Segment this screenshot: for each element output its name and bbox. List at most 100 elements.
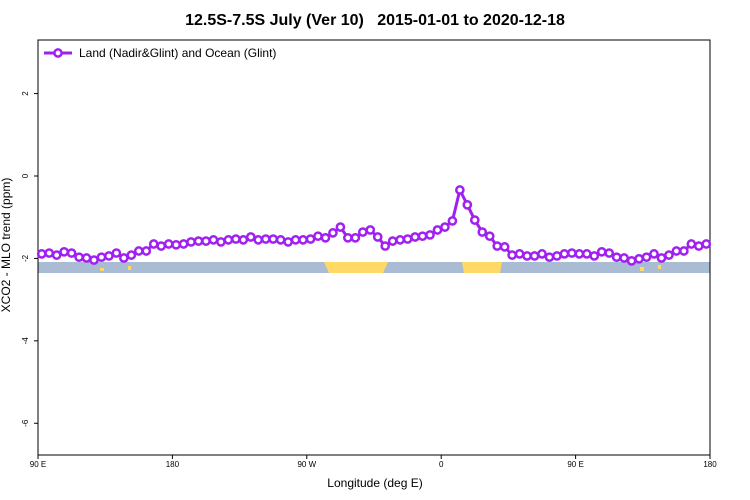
point (81, 253, 92, 263)
point (148, 239, 159, 249)
point (447, 216, 458, 226)
point (163, 239, 174, 249)
y-tick-label: 2 (21, 91, 30, 96)
point (507, 250, 517, 260)
y-tick-label: 0 (21, 173, 30, 178)
point (686, 239, 697, 249)
legend-marker (53, 48, 63, 58)
x-tick-label: 180 (166, 460, 180, 469)
land-ocean-band (38, 262, 710, 273)
point (253, 235, 264, 245)
point (298, 235, 308, 245)
point (656, 253, 667, 263)
point (231, 234, 241, 244)
point (119, 253, 129, 263)
point (574, 249, 585, 259)
point (260, 234, 271, 244)
x-tick-label: 180 (703, 460, 717, 469)
point (313, 231, 323, 242)
point (357, 227, 368, 237)
x-tick-label: 0 (439, 460, 444, 469)
point (499, 242, 510, 252)
point (649, 249, 659, 259)
y-axis-label: XCO2 - MLO trend (ppm) (0, 178, 13, 313)
island (128, 266, 131, 270)
point (596, 246, 607, 257)
point (664, 250, 674, 260)
point (440, 222, 450, 232)
point (410, 232, 420, 242)
point (74, 252, 84, 263)
point (372, 232, 383, 242)
point (238, 235, 249, 245)
point (111, 248, 122, 258)
point (350, 232, 361, 243)
point (365, 225, 376, 235)
point (44, 248, 55, 258)
point (156, 241, 167, 251)
point (529, 251, 540, 261)
point (417, 231, 428, 242)
point (537, 249, 547, 259)
point (59, 246, 69, 257)
point (679, 246, 689, 256)
y-tick-label: -6 (21, 419, 30, 427)
point (425, 230, 435, 240)
land-band (462, 262, 502, 273)
point (567, 248, 577, 258)
point (589, 251, 600, 261)
island (640, 267, 644, 271)
point (455, 185, 465, 195)
point (171, 239, 181, 250)
x-tick-label: 90 W (297, 460, 316, 469)
point (484, 231, 495, 242)
point (626, 256, 637, 266)
point (387, 236, 398, 246)
point (634, 253, 644, 264)
island (658, 265, 661, 269)
point (305, 234, 316, 244)
island (100, 268, 104, 271)
point (380, 241, 391, 251)
point (201, 236, 211, 246)
point (604, 248, 615, 258)
point (193, 236, 204, 246)
point (559, 249, 570, 259)
point (522, 251, 532, 261)
point (223, 235, 234, 245)
point (66, 248, 77, 258)
point (395, 235, 405, 245)
point (335, 222, 346, 232)
point (208, 235, 219, 245)
x-tick-label: 90 E (567, 460, 583, 469)
chart-title: 12.5S-7.5S July (Ver 10) 2015-01-01 to 2… (185, 12, 565, 29)
point (581, 249, 592, 259)
point (89, 255, 99, 265)
point (552, 251, 562, 261)
y-tick-label: -2 (21, 254, 30, 262)
point (701, 239, 712, 249)
point (320, 232, 331, 243)
point (619, 253, 629, 263)
point (133, 246, 144, 256)
point (178, 239, 189, 249)
point (469, 215, 480, 225)
y-tick-label: -4 (21, 337, 30, 345)
land-band (324, 262, 388, 273)
point (283, 237, 293, 247)
point (343, 232, 353, 243)
point (611, 252, 622, 263)
point (402, 234, 413, 244)
point (641, 252, 652, 263)
point (268, 234, 279, 244)
legend-label: Land (Nadir&Glint) and Ocean (Glint) (79, 46, 276, 60)
point (186, 237, 196, 247)
point (104, 251, 114, 261)
point (141, 246, 152, 256)
x-axis-label: Longitude (deg E) (327, 476, 422, 490)
point (275, 235, 286, 245)
point (477, 227, 488, 237)
point (514, 249, 525, 259)
point (36, 249, 47, 259)
